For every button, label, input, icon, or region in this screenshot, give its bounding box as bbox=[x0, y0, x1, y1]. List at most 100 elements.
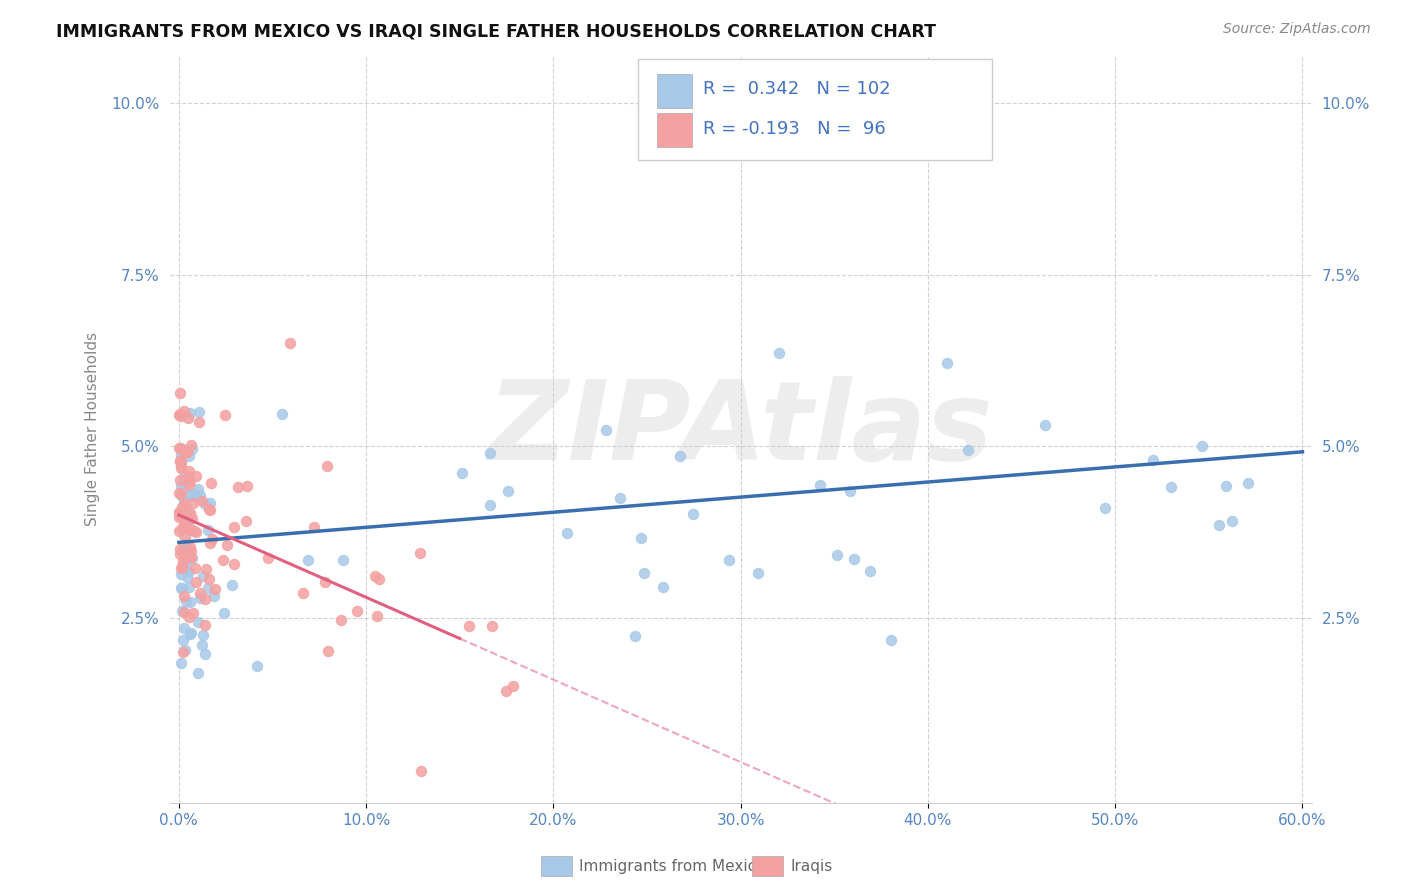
Point bbox=[169, 385, 191, 400]
Point bbox=[177, 520, 200, 534]
Point bbox=[167, 524, 190, 538]
Point bbox=[177, 609, 200, 624]
Point bbox=[173, 589, 195, 603]
FancyBboxPatch shape bbox=[638, 59, 993, 160]
Point bbox=[186, 469, 208, 483]
Point bbox=[169, 542, 191, 557]
Point bbox=[278, 336, 301, 351]
Point bbox=[409, 546, 432, 560]
Point bbox=[450, 467, 472, 481]
Point bbox=[169, 509, 191, 524]
Point bbox=[170, 461, 193, 475]
Point bbox=[173, 605, 195, 619]
Point bbox=[502, 679, 524, 693]
Point bbox=[179, 464, 201, 478]
Point bbox=[330, 614, 353, 628]
Point bbox=[198, 572, 221, 586]
Point bbox=[195, 562, 218, 576]
Point bbox=[235, 515, 257, 529]
Point bbox=[170, 441, 193, 455]
Point bbox=[172, 560, 194, 574]
Point bbox=[169, 442, 191, 457]
Point bbox=[1191, 439, 1213, 453]
Point bbox=[1142, 453, 1164, 467]
Point bbox=[193, 569, 215, 583]
Point bbox=[169, 453, 191, 467]
Point bbox=[200, 476, 222, 491]
Point bbox=[314, 574, 336, 589]
Point bbox=[197, 502, 219, 516]
Point bbox=[197, 523, 219, 537]
Point bbox=[202, 589, 225, 603]
Point bbox=[188, 416, 211, 430]
Point bbox=[170, 581, 193, 595]
Text: R =  0.342   N = 102: R = 0.342 N = 102 bbox=[703, 79, 890, 98]
Point bbox=[1094, 501, 1116, 516]
Point bbox=[174, 541, 197, 556]
Point bbox=[495, 684, 517, 698]
Point bbox=[624, 629, 647, 643]
Point bbox=[172, 632, 194, 647]
Point bbox=[200, 536, 222, 550]
Point bbox=[184, 490, 207, 504]
Point bbox=[595, 423, 617, 437]
Point bbox=[170, 409, 193, 423]
Point bbox=[179, 511, 201, 525]
Text: Immigrants from Mexico: Immigrants from Mexico bbox=[579, 859, 766, 873]
Point bbox=[174, 516, 197, 530]
Point bbox=[174, 539, 197, 553]
Point bbox=[880, 632, 903, 647]
Point bbox=[172, 645, 194, 659]
Point bbox=[179, 506, 201, 520]
Text: ZIPAtlas: ZIPAtlas bbox=[488, 376, 994, 483]
Point bbox=[170, 566, 193, 581]
Point bbox=[169, 547, 191, 561]
Point bbox=[181, 442, 204, 457]
Point bbox=[170, 500, 193, 514]
Point bbox=[411, 764, 433, 779]
Point bbox=[1215, 478, 1237, 492]
Point bbox=[176, 444, 198, 458]
Point bbox=[169, 561, 191, 575]
Point bbox=[496, 484, 519, 499]
Point bbox=[367, 572, 389, 586]
Point bbox=[176, 548, 198, 562]
Point bbox=[172, 561, 194, 575]
Point bbox=[180, 511, 202, 525]
Point bbox=[173, 554, 195, 568]
Point bbox=[173, 493, 195, 508]
Point bbox=[170, 656, 193, 670]
Point bbox=[190, 494, 212, 508]
Point bbox=[180, 550, 202, 565]
Point bbox=[173, 404, 195, 418]
Point bbox=[170, 454, 193, 468]
Point bbox=[1160, 480, 1182, 494]
Point bbox=[479, 446, 502, 460]
Text: R = -0.193   N =  96: R = -0.193 N = 96 bbox=[703, 120, 886, 138]
Point bbox=[179, 488, 201, 502]
Point bbox=[172, 554, 194, 568]
Point bbox=[194, 497, 217, 511]
Point bbox=[246, 658, 269, 673]
Point bbox=[194, 592, 217, 607]
Point bbox=[188, 586, 211, 600]
Point bbox=[174, 536, 197, 550]
Point bbox=[768, 346, 790, 360]
Point bbox=[194, 647, 217, 661]
Point bbox=[167, 509, 190, 524]
Point bbox=[170, 486, 193, 500]
Point bbox=[555, 526, 578, 541]
Point bbox=[1208, 518, 1230, 533]
Point bbox=[221, 578, 243, 592]
Point bbox=[808, 477, 831, 491]
Point bbox=[747, 566, 769, 581]
Point bbox=[176, 594, 198, 608]
Point bbox=[177, 449, 200, 463]
Point bbox=[226, 480, 249, 494]
Point bbox=[173, 621, 195, 635]
Point bbox=[302, 520, 325, 534]
Point bbox=[172, 483, 194, 497]
Point bbox=[682, 507, 704, 521]
Point bbox=[181, 487, 204, 501]
Point bbox=[179, 564, 201, 578]
